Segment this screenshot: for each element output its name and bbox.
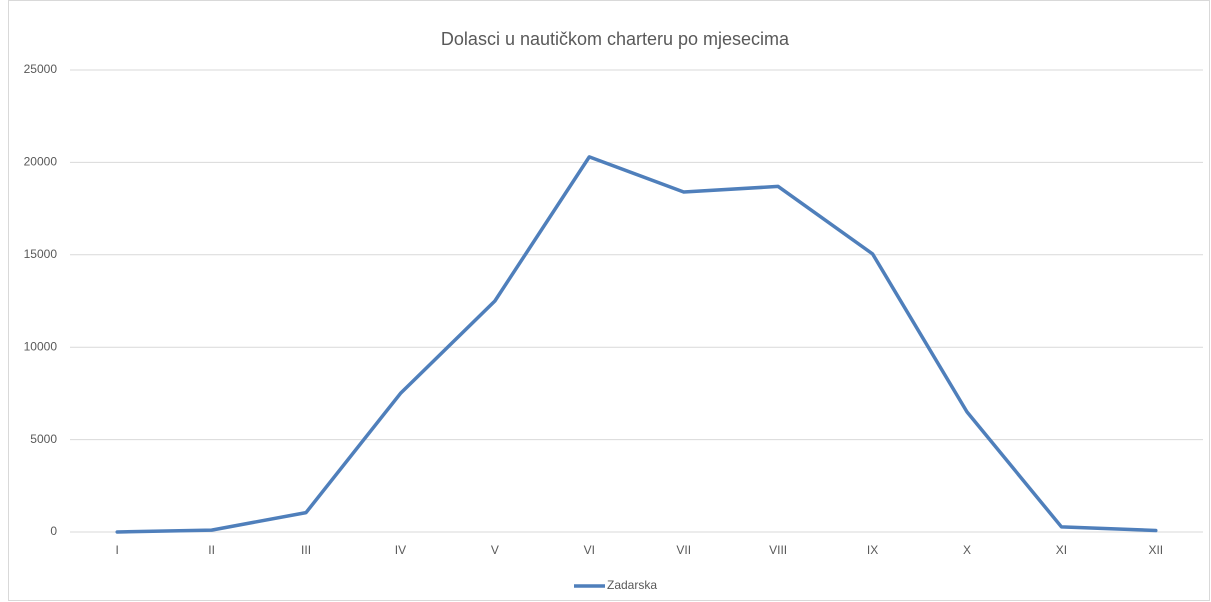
x-tick-label: VII — [676, 543, 691, 557]
x-tick-label: I — [116, 543, 119, 557]
chart-frame — [8, 0, 1210, 601]
data-line — [115, 155, 1158, 534]
x-tick-label: VI — [584, 543, 595, 557]
x-tick-label: III — [301, 543, 311, 557]
x-tick-label: X — [963, 543, 971, 557]
x-tick-label: II — [208, 543, 215, 557]
y-tick-label: 0 — [50, 524, 57, 538]
x-tick-label: XI — [1056, 543, 1067, 557]
y-tick-label: 15000 — [24, 247, 58, 261]
y-tick-label: 25000 — [24, 62, 58, 76]
y-tick-label: 10000 — [24, 339, 58, 353]
x-tick-label: XII — [1148, 543, 1163, 557]
x-tick-label: V — [491, 543, 499, 557]
chart-title: Dolasci u nautičkom charteru po mjesecim… — [441, 29, 790, 49]
x-tick-label: IX — [867, 543, 878, 557]
y-tick-label: 5000 — [30, 432, 57, 446]
y-tick-label: 20000 — [24, 155, 58, 169]
x-tick-label: VIII — [769, 543, 787, 557]
x-tick-label: IV — [395, 543, 406, 557]
legend-label: Zadarska — [607, 578, 657, 592]
